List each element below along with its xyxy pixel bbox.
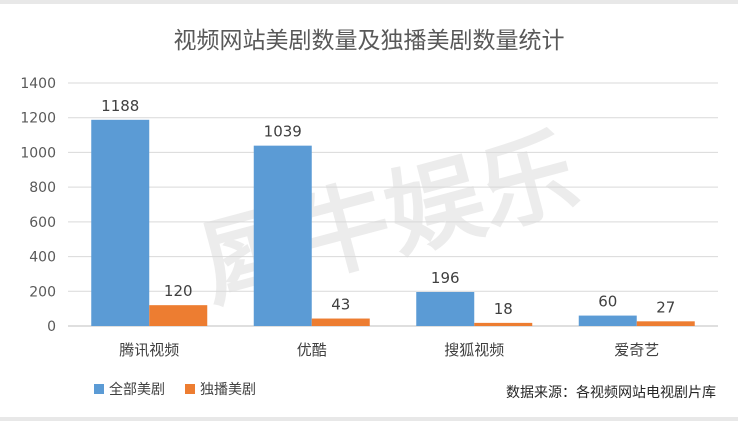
legend-swatch	[94, 384, 104, 394]
y-tick-label: 200	[29, 284, 56, 300]
bar-all	[91, 119, 150, 326]
y-tick-label: 1200	[20, 111, 56, 127]
data-label: 60	[598, 293, 617, 311]
source-note: 数据来源：各视频网站电视剧片库	[506, 385, 716, 401]
y-axis: 0 200 400 600 800 1000 1200 1400	[20, 76, 56, 335]
y-tick-label: 600	[29, 215, 56, 231]
bar-exclusive	[149, 305, 208, 326]
y-tick-label: 0	[47, 319, 56, 335]
x-tick-label: 优酷	[297, 341, 327, 359]
x-tick-label: 爱奇艺	[614, 341, 659, 359]
chart-title: 视频网站美剧数量及独播美剧数量统计	[174, 28, 565, 54]
gridlines	[68, 82, 718, 327]
bar-exclusive	[311, 318, 370, 326]
bar-exclusive	[636, 321, 695, 326]
legend-label: 独播美剧	[200, 382, 256, 398]
x-axis: 腾讯视频 优酷 搜狐视频 爱奇艺	[119, 341, 659, 359]
y-tick-label: 400	[29, 250, 56, 266]
bars	[91, 119, 695, 326]
y-tick-label: 800	[29, 180, 56, 196]
bar-all	[253, 145, 312, 326]
data-label: 43	[331, 296, 350, 314]
x-tick-label: 搜狐视频	[444, 341, 504, 359]
y-tick-label: 1400	[20, 76, 56, 92]
data-labels: 1188 120 1039 43 196 18 60 27	[101, 97, 675, 318]
bar-all	[416, 291, 475, 326]
legend-swatch	[185, 384, 195, 394]
y-tick-label: 1000	[20, 145, 56, 161]
bar-chart: 犀牛娱乐 视频网站美剧数量及独播美剧数量统计 0 200 400 600 800 1000…	[20, 28, 718, 401]
data-label: 196	[431, 269, 460, 287]
data-label: 27	[656, 298, 675, 316]
data-label: 1039	[264, 123, 302, 141]
watermark: 犀牛娱乐	[189, 115, 589, 323]
legend-label: 全部美剧	[109, 381, 165, 398]
data-label: 120	[164, 282, 193, 300]
x-tick-label: 腾讯视频	[119, 341, 179, 359]
bar-exclusive	[474, 322, 533, 326]
bar-all	[578, 315, 637, 326]
legend: 全部美剧 独播美剧	[94, 381, 256, 398]
data-label: 1188	[101, 97, 139, 115]
data-label: 18	[494, 300, 513, 318]
